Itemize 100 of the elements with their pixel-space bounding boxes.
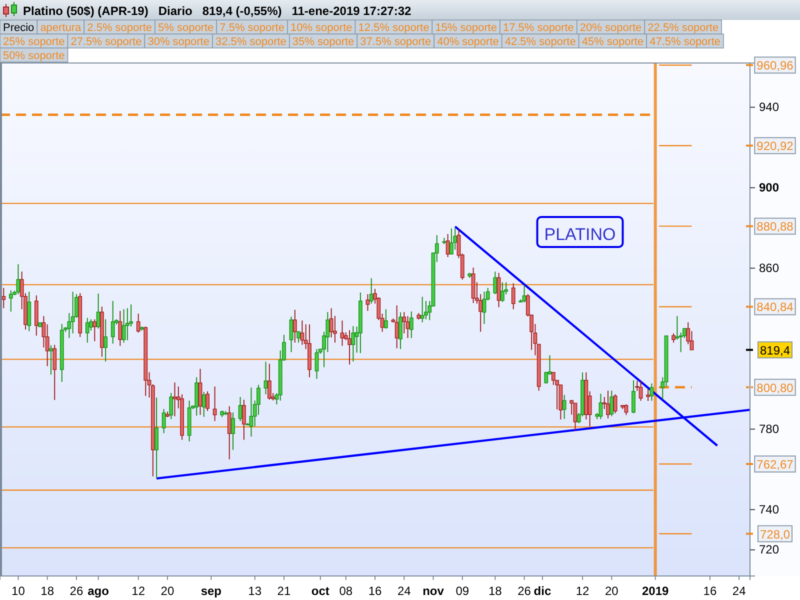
- text: 7.5% soporte: [220, 22, 284, 34]
- candlestick: [646, 388, 650, 402]
- candlestick: [650, 382, 654, 402]
- x-tick-label: nov: [422, 584, 444, 598]
- text: 45% soporte: [582, 36, 644, 48]
- candlestick: [289, 316, 294, 353]
- x-tick-label: 18: [488, 584, 502, 598]
- x-tick-label: 08: [339, 584, 353, 598]
- candlestick: [206, 390, 210, 412]
- candlestick: [242, 399, 246, 440]
- legend-label: 800,80: [756, 380, 794, 395]
- text: 819,4: [760, 343, 790, 358]
- text: apertura: [40, 22, 82, 34]
- candlestick: [264, 361, 268, 395]
- candlestick: [70, 291, 75, 334]
- legend-label: 920,92: [756, 139, 794, 154]
- candlestick: [340, 320, 344, 346]
- candlestick: [110, 300, 115, 344]
- y-tick-label: 780: [759, 422, 780, 436]
- candlestick: [154, 397, 159, 479]
- candlestick: [104, 318, 108, 362]
- candlestick: [198, 368, 202, 416]
- candlestick: [409, 310, 414, 339]
- text: 15% soporte: [435, 22, 497, 34]
- candlestick: [172, 382, 177, 417]
- legend-label: 840,84: [756, 300, 794, 314]
- x-tick-label: 13: [248, 584, 262, 598]
- text: 40% soporte: [437, 36, 499, 48]
- candlestick: [8, 290, 13, 312]
- x-tick-label: 16: [703, 584, 717, 598]
- y-tick-label: 940: [759, 100, 780, 114]
- x-tick-label: 18: [40, 584, 54, 598]
- y-tick-label: 740: [759, 502, 780, 516]
- text: 30% soporte: [148, 36, 210, 48]
- text: 5% soporte: [158, 22, 214, 34]
- candlestick: [450, 228, 454, 255]
- x-tick-label: 26: [70, 584, 84, 598]
- text: 27.5% soporte: [70, 36, 142, 48]
- candlestick: [493, 271, 498, 295]
- candlestick: [125, 308, 130, 341]
- y-tick-label: 900: [759, 180, 780, 195]
- x-tick-label: 12: [132, 584, 146, 598]
- candlestick: [624, 404, 628, 416]
- x-tick-label: 20: [160, 584, 174, 598]
- text: 42.5% soporte: [504, 36, 576, 48]
- candlestick: [27, 291, 32, 332]
- candlestick: [632, 380, 636, 414]
- annotation: PLATINO: [544, 225, 616, 244]
- candlestick: [511, 282, 516, 310]
- text: 47.5% soporte: [650, 36, 721, 48]
- candlestick: [52, 344, 57, 400]
- legend-label: 880,88: [756, 220, 794, 234]
- candlestick: [420, 296, 424, 323]
- chart-title: Platino (50$) (APR-19): [23, 4, 148, 18]
- candlestick: [202, 391, 206, 418]
- text: Precio: [3, 22, 34, 34]
- candlestick: [16, 264, 20, 295]
- x-tick-label: 24: [732, 584, 746, 598]
- text: 22.5% soporte: [648, 22, 719, 34]
- candlestick: [424, 300, 428, 320]
- x-tick-label: 09: [456, 584, 470, 598]
- x-tick-label: 24: [397, 584, 412, 598]
- candlestick: [384, 308, 388, 330]
- text: 25% soporte: [3, 36, 65, 48]
- candlestick: [169, 392, 174, 420]
- candlestick: [162, 408, 166, 434]
- candlestick: [398, 312, 402, 350]
- text: 12.5% soporte: [358, 22, 430, 34]
- text: 20% soporte: [580, 22, 642, 34]
- candlestick: [522, 284, 526, 303]
- text: 2.5% soporte: [87, 22, 152, 34]
- text: 10% soporte: [290, 22, 352, 34]
- candlestick: [613, 394, 618, 414]
- y-tick-label: 860: [759, 261, 780, 276]
- candlestick: [118, 310, 122, 346]
- x-tick-label: 20: [604, 584, 619, 598]
- x-tick-label: 16: [368, 584, 382, 598]
- legend-label: 762,67: [756, 458, 794, 472]
- text: 17.5% soporte: [502, 22, 574, 34]
- candlestick: [446, 234, 450, 258]
- candlestick: [92, 318, 97, 342]
- candlestick: [227, 406, 232, 460]
- text: 37.5% soporte: [360, 36, 432, 48]
- candlestick: [402, 312, 406, 334]
- x-tick-label: 26: [518, 584, 532, 598]
- candlestick: [238, 396, 242, 422]
- text: 35% soporte: [292, 36, 354, 48]
- chart-subtitle: Diario 819,4 (-0,55%) 11-ene-2019 17:27:32: [148, 4, 412, 18]
- candlestick: [296, 330, 300, 344]
- candlestick: [96, 293, 100, 330]
- legend-label: 960,96: [756, 58, 794, 73]
- candlestick: [394, 304, 399, 349]
- candlestick: [610, 390, 614, 417]
- candlestick: [212, 386, 217, 422]
- y-tick-label: 720: [759, 542, 780, 557]
- candlestick: [672, 332, 676, 344]
- x-tick-label: dic: [534, 584, 552, 598]
- candlestick: [292, 309, 297, 344]
- candlestick: [231, 412, 235, 450]
- x-tick-label: sep: [200, 584, 222, 598]
